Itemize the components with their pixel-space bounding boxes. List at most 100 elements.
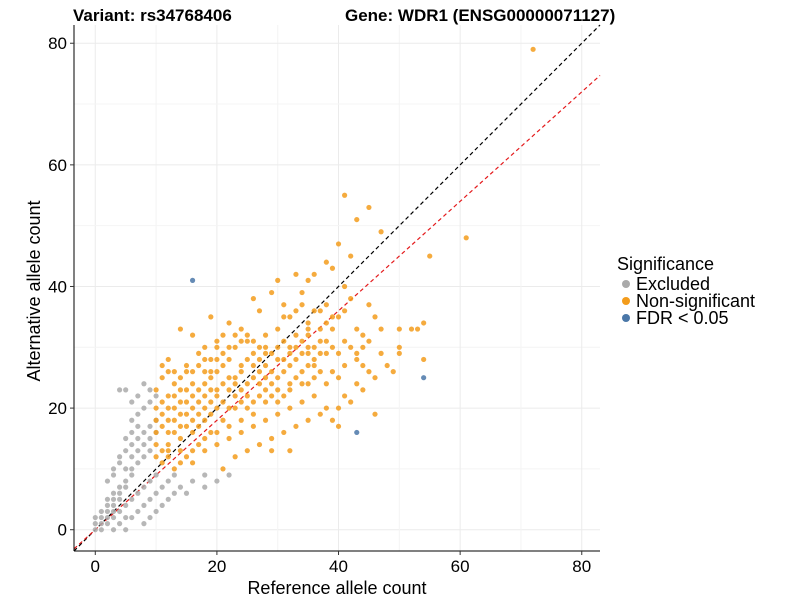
point-fdr-0-05 bbox=[189, 277, 196, 283]
point-non-significant bbox=[275, 399, 281, 405]
point-non-significant bbox=[281, 429, 287, 436]
point-non-significant bbox=[287, 387, 293, 393]
point-excluded bbox=[123, 466, 129, 472]
point-non-significant bbox=[287, 344, 293, 350]
point-non-significant bbox=[311, 393, 317, 399]
point-non-significant bbox=[275, 375, 281, 381]
point-non-significant bbox=[214, 393, 220, 399]
point-excluded bbox=[129, 417, 135, 423]
point-non-significant bbox=[238, 369, 244, 375]
point-non-significant bbox=[317, 411, 323, 417]
point-non-significant bbox=[250, 411, 256, 417]
point-non-significant bbox=[165, 393, 171, 399]
point-excluded bbox=[183, 490, 190, 496]
point-non-significant bbox=[232, 332, 238, 338]
point-non-significant bbox=[202, 381, 208, 387]
point-non-significant bbox=[366, 338, 372, 344]
point-non-significant bbox=[354, 326, 360, 332]
point-non-significant bbox=[244, 356, 250, 363]
point-non-significant bbox=[299, 381, 305, 387]
point-non-significant bbox=[238, 338, 244, 344]
point-non-significant bbox=[329, 369, 336, 375]
point-non-significant bbox=[177, 448, 184, 454]
point-excluded bbox=[117, 508, 123, 515]
point-excluded bbox=[141, 454, 147, 460]
point-non-significant bbox=[335, 405, 342, 411]
point-non-significant bbox=[311, 308, 317, 314]
point-non-significant bbox=[183, 423, 190, 429]
point-non-significant bbox=[189, 417, 196, 423]
point-excluded bbox=[129, 399, 135, 405]
point-non-significant bbox=[196, 350, 202, 356]
point-non-significant bbox=[414, 326, 421, 332]
point-non-significant bbox=[317, 308, 323, 314]
point-excluded bbox=[153, 490, 159, 496]
point-non-significant bbox=[281, 369, 287, 375]
y-tick-label: 80 bbox=[48, 34, 67, 53]
point-non-significant bbox=[208, 369, 214, 375]
point-excluded bbox=[129, 441, 135, 448]
point-non-significant bbox=[293, 356, 299, 363]
point-non-significant bbox=[360, 344, 366, 350]
point-non-significant bbox=[171, 369, 177, 375]
legend-label-fdr: FDR < 0.05 bbox=[636, 308, 729, 328]
point-excluded bbox=[165, 478, 171, 484]
point-non-significant bbox=[238, 429, 244, 436]
point-non-significant bbox=[269, 393, 275, 399]
point-non-significant bbox=[226, 320, 232, 326]
point-excluded bbox=[153, 508, 159, 515]
point-non-significant bbox=[196, 362, 202, 369]
point-non-significant bbox=[208, 314, 214, 320]
point-non-significant bbox=[305, 277, 311, 283]
point-non-significant bbox=[232, 344, 238, 350]
point-non-significant bbox=[214, 387, 220, 393]
point-excluded bbox=[147, 399, 153, 405]
point-non-significant bbox=[335, 375, 342, 381]
point-excluded bbox=[147, 435, 153, 442]
point-non-significant bbox=[189, 381, 196, 387]
point-non-significant bbox=[335, 423, 342, 429]
point-non-significant bbox=[214, 356, 220, 363]
point-excluded bbox=[129, 466, 135, 472]
point-non-significant bbox=[214, 429, 220, 436]
point-non-significant bbox=[281, 356, 287, 363]
axis-ticks: 0 20 40 60 80 0 20 40 60 80 bbox=[48, 34, 591, 576]
point-excluded bbox=[92, 514, 98, 521]
point-excluded bbox=[117, 484, 123, 490]
point-non-significant bbox=[153, 454, 159, 460]
point-excluded bbox=[135, 490, 141, 496]
point-non-significant bbox=[256, 393, 263, 399]
point-excluded bbox=[141, 521, 147, 527]
point-excluded bbox=[226, 472, 232, 478]
x-tick-label: 20 bbox=[207, 557, 226, 576]
point-excluded bbox=[141, 381, 147, 387]
point-non-significant bbox=[305, 362, 311, 369]
point-excluded bbox=[135, 411, 141, 417]
point-non-significant bbox=[256, 344, 263, 350]
point-non-significant bbox=[244, 381, 250, 387]
point-excluded bbox=[98, 527, 104, 533]
point-non-significant bbox=[366, 302, 372, 308]
point-non-significant bbox=[183, 454, 190, 460]
point-excluded bbox=[123, 527, 129, 533]
point-excluded bbox=[98, 514, 104, 521]
point-non-significant bbox=[202, 369, 208, 375]
point-non-significant bbox=[202, 405, 208, 411]
point-excluded bbox=[110, 496, 117, 502]
point-excluded bbox=[110, 466, 117, 472]
reference-line-identity bbox=[73, 24, 601, 552]
point-non-significant bbox=[244, 405, 250, 411]
point-non-significant bbox=[177, 411, 184, 417]
point-non-significant bbox=[305, 320, 311, 326]
point-non-significant bbox=[177, 326, 184, 332]
point-excluded bbox=[135, 435, 141, 442]
point-non-significant bbox=[244, 393, 250, 399]
x-tick-label: 60 bbox=[451, 557, 470, 576]
point-non-significant bbox=[269, 350, 275, 356]
point-non-significant bbox=[299, 338, 305, 344]
point-non-significant bbox=[177, 423, 184, 429]
point-non-significant bbox=[153, 405, 159, 411]
point-excluded bbox=[147, 514, 153, 521]
point-non-significant bbox=[226, 435, 232, 442]
